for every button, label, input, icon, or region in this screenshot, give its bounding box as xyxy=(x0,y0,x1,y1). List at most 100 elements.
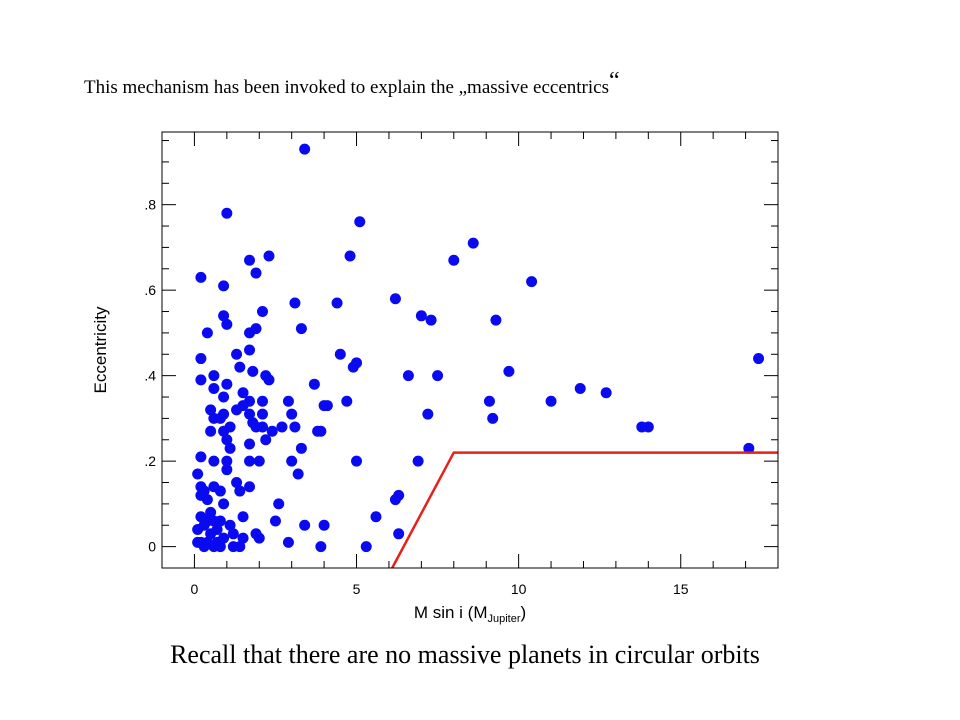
data-point xyxy=(208,455,220,467)
data-point xyxy=(205,528,217,540)
data-point xyxy=(354,216,366,228)
data-point xyxy=(224,519,236,531)
data-point xyxy=(448,254,460,266)
data-point xyxy=(292,468,304,480)
data-point xyxy=(526,276,538,288)
data-point xyxy=(195,271,207,283)
data-point xyxy=(282,395,294,407)
data-point xyxy=(231,348,243,360)
data-point xyxy=(269,515,281,527)
data-point xyxy=(237,387,249,399)
data-point xyxy=(198,541,210,553)
data-point xyxy=(234,485,246,497)
boundary-line-group xyxy=(391,451,778,569)
data-point xyxy=(467,237,479,249)
data-points xyxy=(192,143,765,553)
data-point xyxy=(214,541,226,553)
data-point xyxy=(231,404,243,416)
data-point xyxy=(221,434,233,446)
data-point xyxy=(257,408,269,420)
x-axis-label-main: M sin i (M xyxy=(414,603,488,622)
data-point xyxy=(244,455,256,467)
data-point xyxy=(244,438,256,450)
data-point xyxy=(315,541,327,553)
data-point xyxy=(321,400,333,412)
axis-ticks xyxy=(161,132,779,569)
data-point xyxy=(218,391,230,403)
plot-frame xyxy=(161,131,779,569)
data-point xyxy=(286,455,298,467)
x-axis-label: M sin i (MJupiter) xyxy=(414,603,526,625)
data-point xyxy=(205,425,217,437)
data-point xyxy=(205,506,217,518)
data-point xyxy=(299,143,311,155)
y-tick-label: .8 xyxy=(144,197,156,213)
data-point xyxy=(195,353,207,365)
data-point xyxy=(412,455,424,467)
data-point xyxy=(257,306,269,318)
data-point xyxy=(642,421,654,433)
data-point xyxy=(221,318,233,330)
data-point xyxy=(244,327,256,339)
data-point xyxy=(389,293,401,305)
data-point xyxy=(253,455,265,467)
data-point xyxy=(244,408,256,420)
y-tick-label: .2 xyxy=(144,453,156,469)
data-point xyxy=(208,382,220,394)
data-point xyxy=(432,370,444,382)
x-tick-label: 15 xyxy=(673,581,689,597)
slide-title-closing-quote: “ xyxy=(608,68,620,94)
data-point xyxy=(574,382,586,394)
data-point xyxy=(273,498,285,510)
data-point xyxy=(295,442,307,454)
y-tick-label: .6 xyxy=(144,282,156,298)
data-point xyxy=(218,310,230,322)
data-point xyxy=(192,468,204,480)
data-point xyxy=(600,387,612,399)
data-point xyxy=(237,511,249,523)
data-point xyxy=(244,344,256,356)
data-point xyxy=(289,421,301,433)
data-point xyxy=(753,353,765,365)
data-point xyxy=(503,365,515,377)
data-point xyxy=(257,395,269,407)
data-point xyxy=(334,348,346,360)
data-point xyxy=(214,485,226,497)
data-point xyxy=(341,395,353,407)
data-point xyxy=(347,361,359,373)
slide-caption: Recall that there are no massive planets… xyxy=(170,640,760,669)
data-point xyxy=(195,451,207,463)
data-point xyxy=(315,425,327,437)
data-point xyxy=(389,494,401,506)
data-point xyxy=(234,361,246,373)
data-point xyxy=(253,532,265,544)
y-axis-label: Eccentricity xyxy=(91,306,110,393)
y-tick-label: 0 xyxy=(148,539,156,555)
data-point xyxy=(218,498,230,510)
data-point xyxy=(201,327,213,339)
data-point xyxy=(415,310,427,322)
x-tick-label: 10 xyxy=(511,581,527,597)
data-point xyxy=(201,494,213,506)
data-point xyxy=(214,412,226,424)
slide-title: This mechanism has been invoked to expla… xyxy=(84,68,620,99)
data-point xyxy=(308,378,320,390)
x-tick-label: 0 xyxy=(191,581,199,597)
data-point xyxy=(276,421,288,433)
y-tick-label: .4 xyxy=(144,368,156,384)
data-point xyxy=(231,477,243,489)
x-axis-label-subscript: Jupiter xyxy=(487,613,520,625)
data-point xyxy=(402,370,414,382)
data-point xyxy=(221,464,233,476)
data-point xyxy=(195,374,207,386)
data-point xyxy=(244,481,256,493)
data-point xyxy=(244,254,256,266)
data-point xyxy=(263,250,275,262)
data-point xyxy=(360,541,372,553)
data-point xyxy=(393,528,405,540)
data-point xyxy=(422,408,434,420)
data-point xyxy=(318,519,330,531)
tick-labels: 0 5 10 15 0 .2 .4 .6 .8 xyxy=(144,197,688,597)
data-point xyxy=(221,207,233,219)
